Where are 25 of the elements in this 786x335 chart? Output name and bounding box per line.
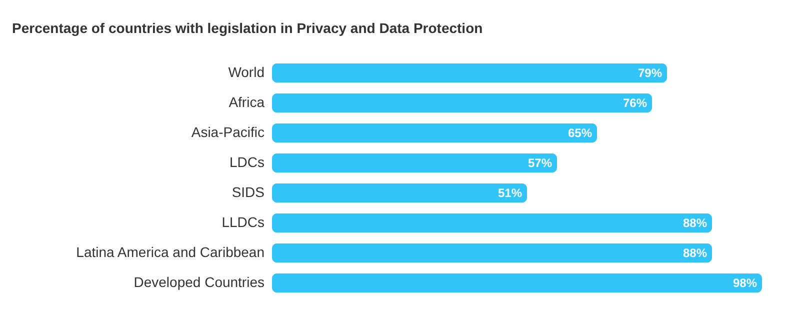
bar [272,153,557,173]
bar [272,123,597,143]
y-tick-label: Latina America and Caribbean [76,244,264,260]
chart-title: Percentage of countries with legislation in Privacy and Data Protection [12,20,483,36]
bar [272,183,527,203]
data-label: 65% [568,126,592,140]
y-tick-label: SIDS [232,184,264,200]
y-tick-label: Asia-Pacific [191,124,264,140]
bar [272,93,652,113]
y-tick-label: LDCs [229,154,264,170]
bar [272,213,712,233]
bar [272,243,712,263]
data-label: 88% [682,216,708,230]
bar [272,63,667,83]
data-label: 88% [682,246,708,260]
y-tick-label: World [228,64,264,80]
y-tick-label: LLDCs [222,214,264,230]
data-label: 79% [638,66,662,80]
data-label: 51% [498,186,522,200]
data-label: 98% [732,276,758,290]
y-tick-label: Developed Countries [134,274,264,290]
y-tick-label: Africa [228,94,265,110]
bar [272,273,762,293]
data-label: 57% [528,156,552,170]
data-label: 76% [622,96,648,110]
